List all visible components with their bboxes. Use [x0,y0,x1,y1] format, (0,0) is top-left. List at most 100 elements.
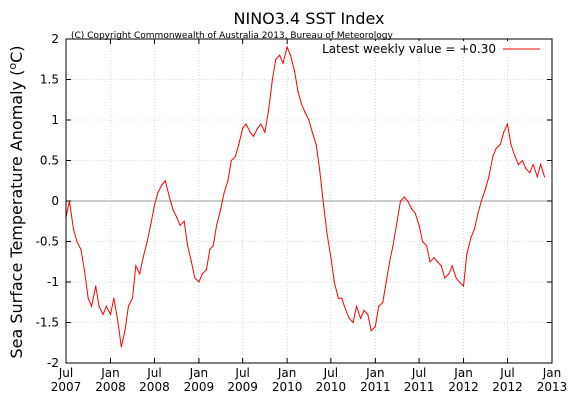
y-axis-label-unit: C) [7,45,26,62]
data-point [407,200,409,202]
x-tick-label-month: Jul [234,366,249,380]
data-point [294,70,296,72]
data-point [352,321,354,324]
tick-labels: -2-1.5-1-0.500.511.52Jul2007Jan2008Jul20… [36,32,568,394]
data-point [183,220,185,222]
data-point [279,54,281,56]
data-point [300,103,302,105]
data-point [286,46,288,48]
data-point [499,143,501,145]
data-point [209,249,211,251]
data-point [87,297,89,299]
data-point [330,257,332,259]
data-point [161,184,163,186]
data-point [164,180,166,182]
data-point [510,143,512,145]
data-point [517,163,520,166]
y-tick-label: 1 [51,113,59,127]
data-point [370,330,372,332]
data-point [102,313,104,315]
data-point [257,127,259,129]
data-point [444,277,446,279]
legend-label: Latest weekly value = +0.30 [322,42,496,56]
data-point [91,305,93,307]
data-point [227,180,229,182]
x-tick-label-year: 2007 [51,380,82,394]
data-point [98,305,100,307]
data-point [399,200,402,202]
x-tick-label-year: 2009 [227,380,258,394]
data-point [190,261,193,263]
data-point [333,281,335,283]
data-point [378,305,380,307]
data-point [436,261,439,263]
y-tick-label: 1.5 [40,73,59,87]
data-point [367,313,369,315]
data-point [230,159,232,162]
data-point [345,309,347,311]
chart-title: NINO3.4 SST Index [234,9,385,28]
data-point [194,277,196,279]
data-point [470,236,472,239]
data-point [514,155,516,158]
copyright-note: (C) Copyright Commonwealth of Australia … [71,31,394,41]
data-point [326,232,328,234]
data-point [440,265,442,267]
x-tick-label-year: 2011 [360,380,391,394]
data-point [205,269,208,271]
x-tick-label-month: Jan [453,366,473,380]
data-point [289,54,292,56]
data-point [418,224,420,226]
data-point [484,188,487,190]
data-point [385,281,387,283]
data-point [271,78,273,81]
data-point [234,155,237,158]
data-point [425,244,428,247]
data-point [267,111,269,113]
data-point [304,111,306,113]
y-axis-label-main: Sea Surface Temperature Anomaly ( [7,70,26,359]
data-point [215,224,218,226]
y-tick-label: 2 [51,32,59,46]
data-point [488,176,490,178]
x-tick-label-year: 2010 [272,380,303,394]
data-point [473,228,476,230]
data-point [260,123,262,125]
data-point [451,265,453,267]
data-point [525,168,527,170]
data-point [421,240,424,243]
data-point [72,228,75,230]
y-tick-label: -2 [47,356,59,370]
data-point [131,297,134,299]
x-tick-label-month: Jul [58,366,73,380]
data-point [252,135,255,137]
data-point [80,249,82,251]
data-point [359,317,362,320]
data-point [506,123,509,125]
data-point [179,224,181,226]
data-point [124,330,126,332]
data-point [120,346,122,348]
data-point [529,172,531,174]
x-tick-label-year: 2010 [316,380,347,394]
data-point [492,155,494,158]
data-point [142,257,144,259]
x-tick-label-month: Jan [365,366,385,380]
data-point [186,244,189,247]
data-point [176,216,178,218]
data-point [521,159,524,162]
y-axis-label: Sea Surface Temperature Anomaly (oC) [6,45,26,358]
data-point [238,143,240,145]
data-point [223,192,225,194]
x-tick-label-month: Jul [411,366,426,380]
grid-lines [66,39,552,363]
data-point [323,204,325,206]
data-point [466,253,468,255]
data-point [149,224,152,226]
data-point [76,240,78,243]
data-point [455,277,457,279]
x-tick-label-month: Jul [146,366,161,380]
data-point [348,317,350,320]
data-point [374,325,376,328]
data-point [448,273,450,275]
